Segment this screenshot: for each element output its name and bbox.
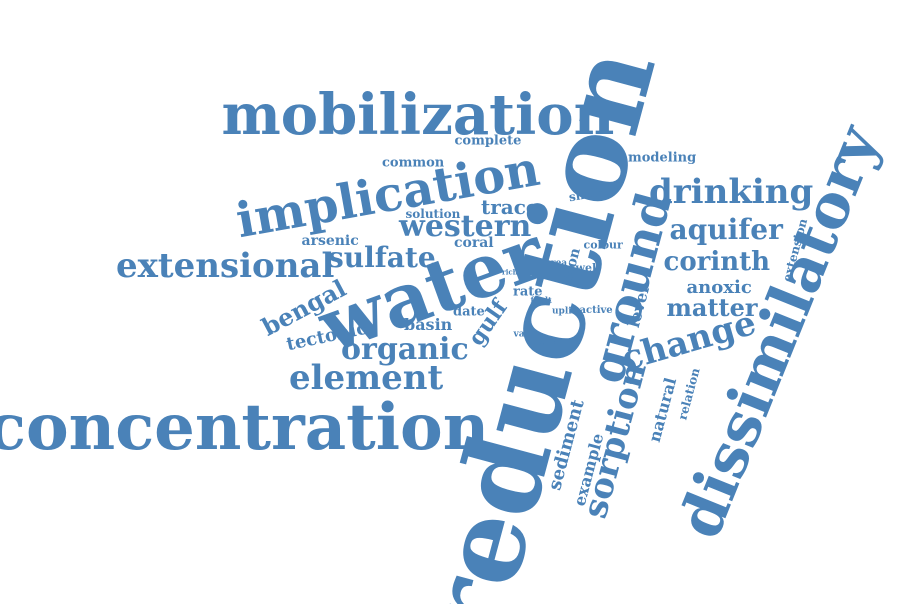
word-complete: complete [455,135,522,148]
word-matter: matter [667,296,758,320]
word-trace: trace [481,197,539,217]
word-modeling: modeling [628,152,696,165]
word-coral: coral [454,236,494,250]
word-scale: scale [530,340,556,349]
word-arsenic: arsenic [302,234,359,248]
word-mobilization: mobilization [222,87,615,143]
word-corinth: corinth [664,249,771,275]
word-uplift: uplift [552,308,580,317]
word-area: area [545,260,567,269]
word-concentration: concentration [0,396,489,460]
word-active: active [580,306,613,316]
word-relation: relation [676,367,701,421]
word-fault: fault [531,296,552,304]
word-drinking: drinking [649,175,813,209]
word-common: common [382,157,444,170]
word-natural: natural [647,376,680,444]
word-extensional: extensional [116,249,334,283]
word-basin: basin [404,317,452,333]
word-aquifer: aquifer [670,216,783,244]
word-solution: solution [406,208,461,220]
word-date: date [453,306,485,319]
word-colour: colour [584,240,623,251]
word-well: well [576,263,601,274]
word-rich: rich [502,269,518,276]
word-anoxic: anoxic [687,279,752,297]
